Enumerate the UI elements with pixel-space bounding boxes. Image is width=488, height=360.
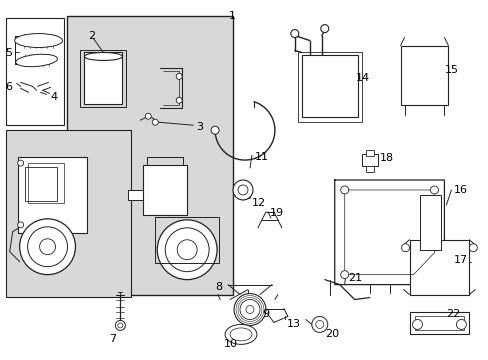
Bar — [143, 165, 187, 215]
Circle shape — [176, 97, 182, 103]
Circle shape — [290, 30, 298, 37]
Circle shape — [18, 222, 23, 228]
Bar — [301, 55, 357, 117]
Bar — [297, 53, 361, 122]
Text: 16: 16 — [452, 185, 467, 195]
Text: 10: 10 — [224, 339, 238, 350]
Bar — [155, 217, 219, 263]
Circle shape — [455, 319, 466, 329]
Circle shape — [152, 119, 158, 125]
Bar — [408, 312, 468, 334]
Text: 8: 8 — [215, 282, 222, 292]
Ellipse shape — [15, 33, 62, 48]
Circle shape — [401, 244, 408, 252]
Text: 7: 7 — [109, 334, 116, 345]
Bar — [24, 167, 57, 201]
Text: 2: 2 — [88, 31, 95, 41]
Bar — [81, 50, 126, 107]
Circle shape — [157, 220, 217, 280]
Circle shape — [412, 319, 422, 329]
Bar — [27, 163, 63, 203]
Bar — [6, 18, 63, 125]
Circle shape — [211, 126, 219, 134]
Text: 18: 18 — [379, 153, 393, 163]
Circle shape — [145, 113, 151, 119]
Circle shape — [177, 240, 197, 260]
Text: 1: 1 — [228, 11, 235, 21]
Text: 17: 17 — [452, 255, 467, 265]
Bar — [365, 166, 373, 172]
Circle shape — [27, 227, 67, 267]
Circle shape — [176, 73, 182, 80]
Text: 14: 14 — [355, 73, 369, 84]
Circle shape — [245, 306, 253, 314]
Circle shape — [234, 293, 265, 325]
Circle shape — [320, 24, 328, 32]
Circle shape — [340, 186, 348, 194]
Ellipse shape — [224, 324, 256, 345]
Circle shape — [233, 180, 252, 200]
Bar — [18, 157, 87, 233]
Bar — [365, 150, 373, 156]
Circle shape — [40, 239, 56, 255]
Circle shape — [18, 160, 23, 166]
Bar — [361, 154, 377, 166]
Text: 21: 21 — [347, 273, 361, 283]
Text: 9: 9 — [262, 310, 268, 319]
Text: 6: 6 — [6, 82, 13, 93]
Bar — [400, 45, 447, 105]
Circle shape — [118, 323, 122, 328]
Circle shape — [20, 219, 75, 275]
Text: 15: 15 — [444, 66, 457, 76]
Bar — [419, 195, 441, 250]
Circle shape — [340, 271, 348, 279]
Text: 20: 20 — [324, 329, 338, 339]
Circle shape — [115, 320, 125, 330]
Text: 5: 5 — [6, 48, 13, 58]
Circle shape — [238, 185, 247, 195]
Text: 13: 13 — [286, 319, 300, 329]
Ellipse shape — [16, 54, 58, 67]
Bar — [6, 130, 131, 297]
Text: 11: 11 — [254, 152, 268, 162]
Circle shape — [468, 244, 476, 252]
Bar — [66, 15, 233, 294]
Text: 19: 19 — [269, 208, 284, 218]
Circle shape — [165, 228, 209, 272]
Circle shape — [311, 316, 327, 332]
Ellipse shape — [229, 328, 251, 341]
Ellipse shape — [84, 53, 122, 60]
Circle shape — [429, 186, 438, 194]
Text: 4: 4 — [50, 92, 58, 102]
Text: 12: 12 — [251, 198, 265, 208]
Bar — [408, 240, 468, 294]
Text: 22: 22 — [446, 310, 460, 319]
Circle shape — [240, 300, 260, 319]
Text: 3: 3 — [196, 122, 203, 132]
Circle shape — [315, 320, 323, 328]
Bar — [84, 53, 122, 104]
Bar — [128, 190, 158, 200]
Bar — [414, 316, 464, 330]
